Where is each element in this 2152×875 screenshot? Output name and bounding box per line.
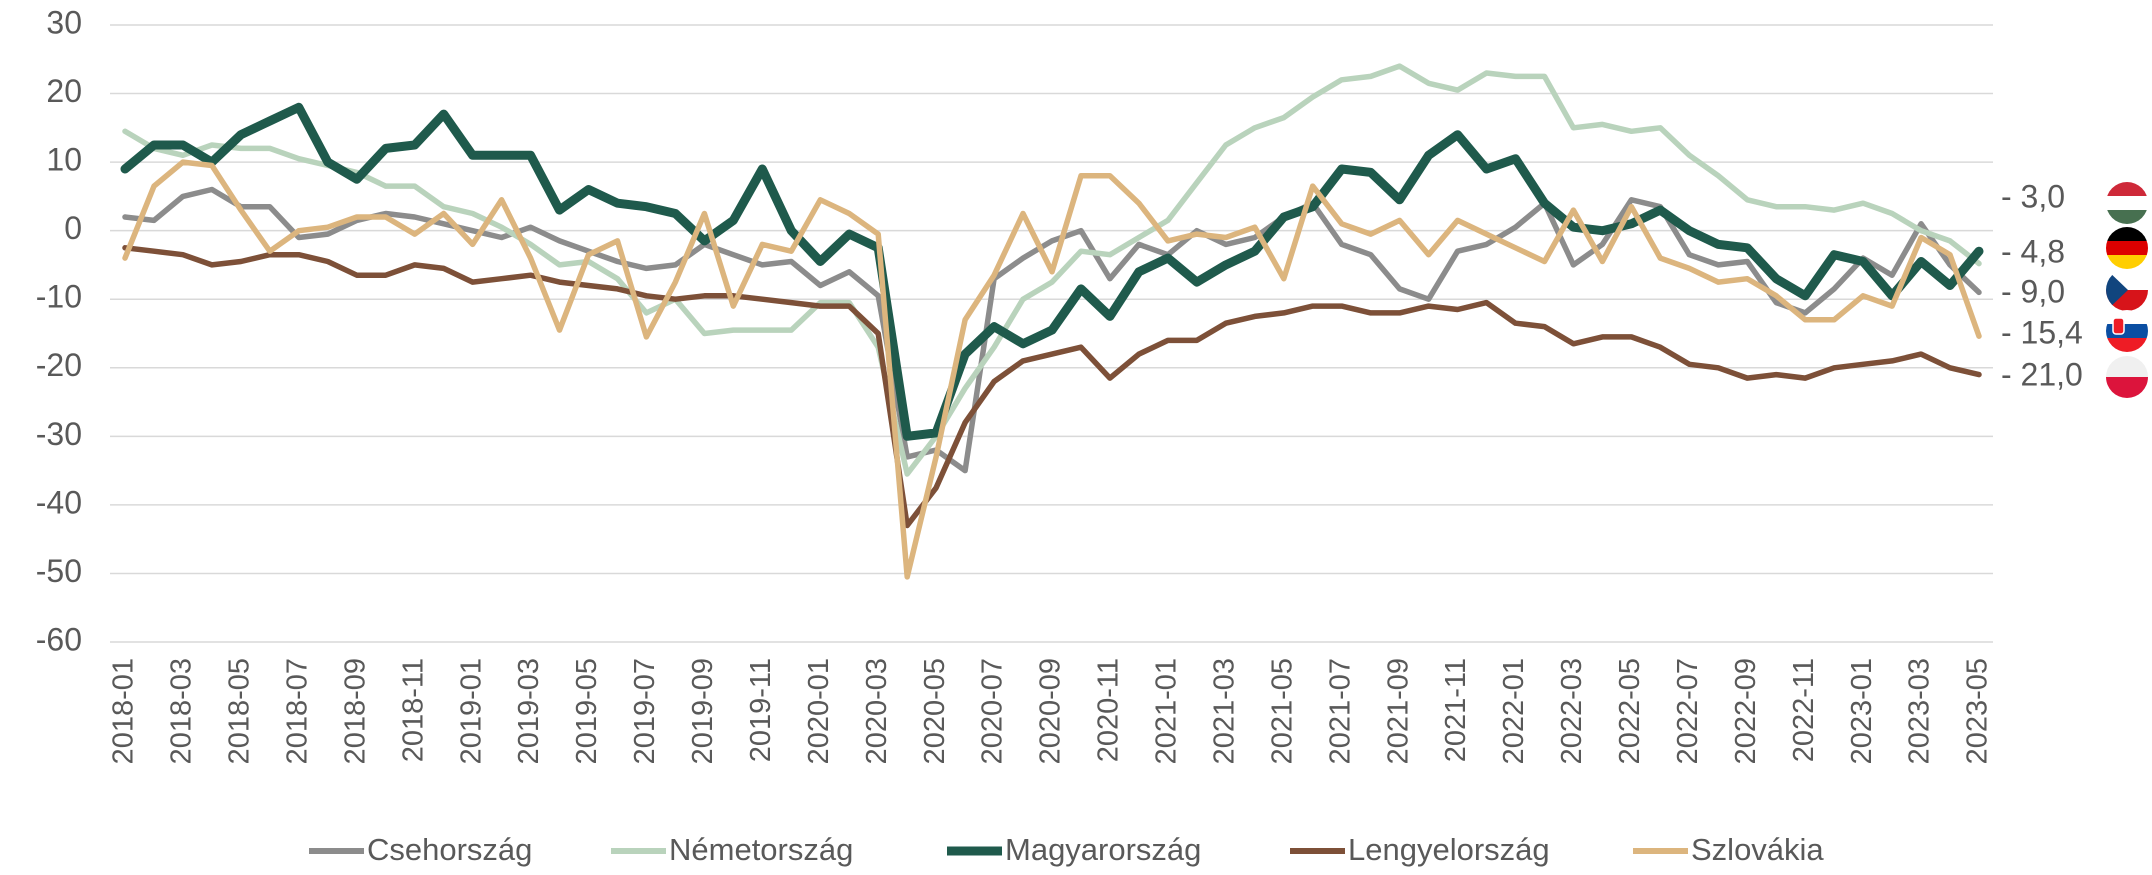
x-tick-label: 2019-07	[629, 658, 661, 764]
x-tick-label: 2019-09	[687, 658, 719, 764]
x-tick-label: 2018-11	[397, 658, 429, 762]
flag-sk	[2106, 310, 2148, 352]
x-tick-label: 2018-05	[224, 658, 256, 764]
flag-de	[2106, 227, 2148, 269]
x-tick-label: 2021-01	[1151, 658, 1183, 764]
x-tick-label: 2020-03	[861, 658, 893, 764]
x-tick-label: 2020-09	[1035, 658, 1067, 764]
x-tick-label: 2022-05	[1614, 658, 1646, 764]
flag-cz	[2106, 269, 2148, 311]
x-tick-label: 2019-05	[571, 658, 603, 764]
x-tick-label: 2018-01	[108, 658, 140, 764]
end-label: - 3,0	[2001, 178, 2065, 214]
x-tick-label: 2018-03	[166, 658, 198, 764]
series-line	[122, 245, 1982, 529]
legend-label: Németország	[669, 832, 853, 867]
y-tick-label: 20	[46, 73, 82, 109]
y-tick-label: -50	[36, 553, 82, 589]
x-tick-label: 2020-01	[803, 658, 835, 764]
series-line	[122, 159, 1982, 580]
x-tick-label: 2021-11	[1440, 658, 1472, 762]
x-tick-label: 2021-03	[1208, 658, 1240, 764]
x-tick-label: 2022-11	[1788, 658, 1820, 762]
x-tick-label: 2020-07	[977, 658, 1009, 764]
x-tick-label: 2022-03	[1556, 658, 1588, 764]
x-tick-label: 2020-05	[919, 658, 951, 764]
legend-item: Csehország	[309, 832, 532, 867]
legend-item: Németország	[611, 832, 853, 867]
legend-label: Csehország	[367, 832, 532, 867]
x-tick-label: 2023-01	[1846, 658, 1878, 764]
y-tick-label: 10	[46, 142, 82, 178]
y-tick-label: -20	[36, 347, 82, 383]
x-tick-label: 2018-07	[281, 658, 313, 764]
x-tick-label: 2018-09	[339, 658, 371, 764]
series-line	[122, 63, 1982, 477]
y-tick-label: -40	[36, 484, 82, 520]
x-tick-label: 2020-11	[1093, 658, 1125, 762]
flags	[2106, 182, 2148, 398]
x-tick-label: 2022-09	[1730, 658, 1762, 764]
y-tick-label: -10	[36, 279, 82, 315]
y-tick-label: -60	[36, 621, 82, 657]
x-tick-label: 2021-05	[1266, 658, 1298, 764]
legend-item: Szlovákia	[1633, 832, 1824, 867]
x-tick-label: 2021-09	[1382, 658, 1414, 764]
y-tick-label: 30	[46, 4, 82, 40]
series-line	[120, 102, 1984, 441]
x-tick-label: 2019-01	[455, 658, 487, 764]
end-label: - 15,4	[2001, 314, 2083, 350]
legend-label: Szlovákia	[1691, 832, 1824, 867]
x-tick-label: 2023-03	[1904, 658, 1936, 764]
legend-label: Lengyelország	[1348, 832, 1550, 867]
x-tick-label: 2022-01	[1498, 658, 1530, 764]
y-tick-label: -30	[36, 416, 82, 452]
flag-hu	[2106, 182, 2148, 224]
x-tick-label: 2019-03	[513, 658, 545, 764]
legend-item: Magyarország	[947, 832, 1201, 867]
y-tick-label: 0	[64, 210, 82, 246]
end-label: - 21,0	[2001, 356, 2083, 392]
x-tick-label: 2023-05	[1962, 658, 1994, 764]
legend-label: Magyarország	[1005, 832, 1201, 867]
legend-item: Lengyelország	[1290, 832, 1550, 867]
flag-pl	[2106, 356, 2148, 398]
x-tick-label: 2019-11	[745, 658, 777, 762]
x-tick-label: 2022-07	[1672, 658, 1704, 764]
end-label: - 4,8	[2001, 233, 2065, 269]
end-label: - 9,0	[2001, 273, 2065, 309]
x-tick-label: 2021-07	[1324, 658, 1356, 764]
